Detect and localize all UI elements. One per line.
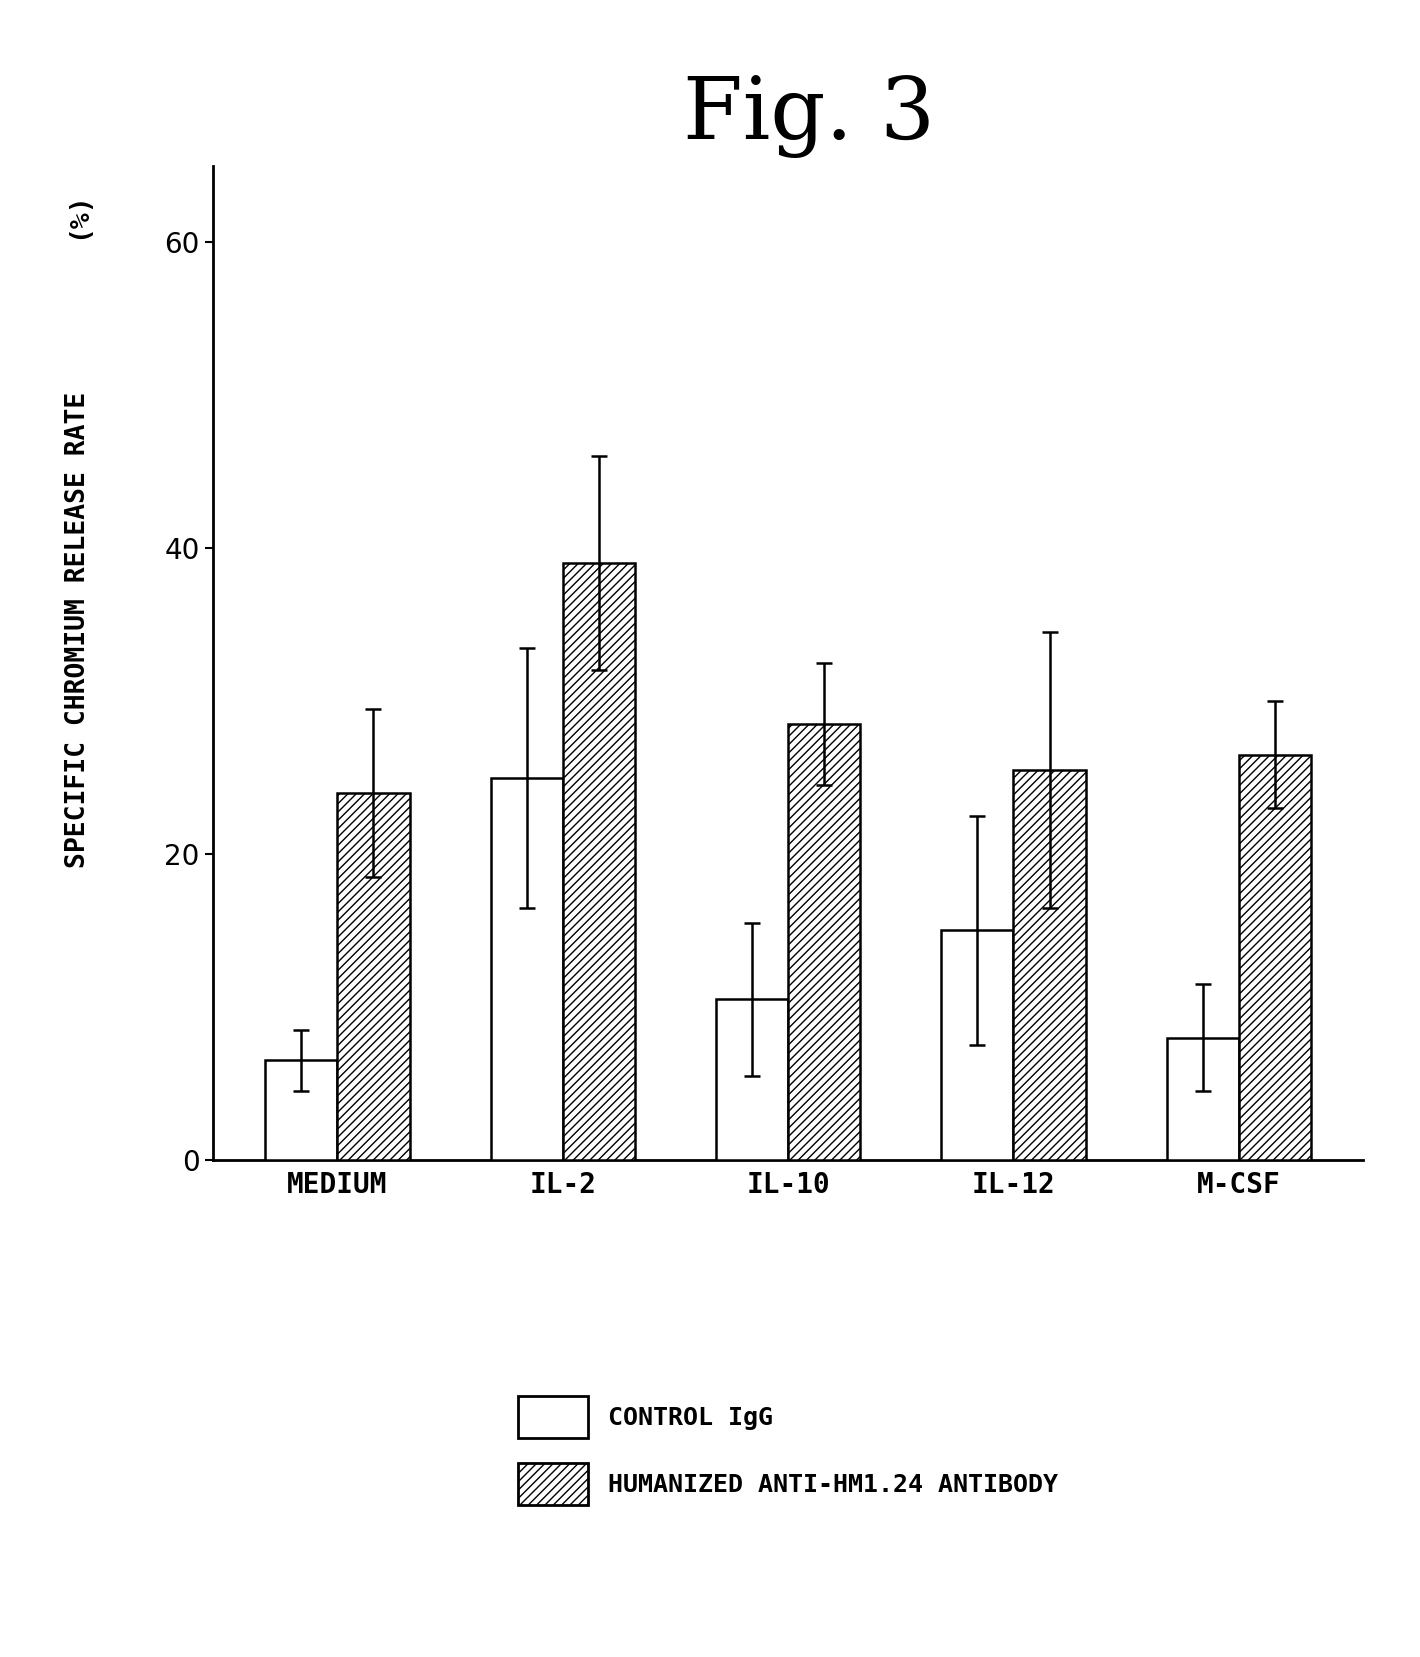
Bar [338,792,409,1160]
Text: (%): (%) [65,192,91,239]
Bar [266,1060,338,1160]
Bar [941,931,1014,1160]
Bar [562,563,635,1160]
Bar [1167,1037,1238,1160]
Bar [788,724,861,1160]
Bar [716,999,788,1160]
Bar [1014,771,1085,1160]
Bar [491,777,562,1160]
Text: SPECIFIC CHROMIUM RELEASE RATE: SPECIFIC CHROMIUM RELEASE RATE [65,391,91,868]
Text: Fig. 3: Fig. 3 [683,75,936,157]
Legend: CONTROL IgG, HUMANIZED ANTI-HM1.24 ANTIBODY: CONTROL IgG, HUMANIZED ANTI-HM1.24 ANTIB… [498,1377,1078,1524]
Bar [1238,754,1311,1160]
